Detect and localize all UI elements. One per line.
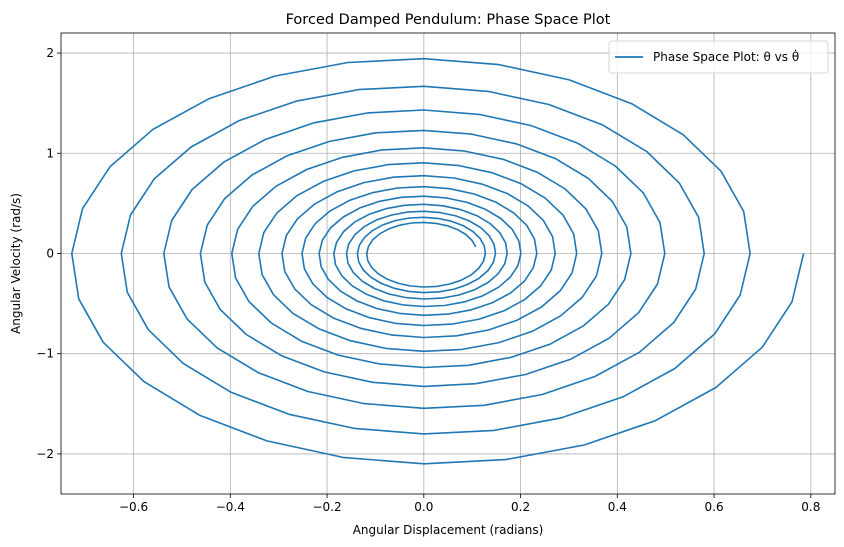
x-tick-label: −0.6 xyxy=(119,500,148,514)
grid xyxy=(61,33,835,494)
y-tick-label: −2 xyxy=(36,447,54,461)
x-tick-label: 0.8 xyxy=(801,500,820,514)
axes-frame xyxy=(60,32,836,495)
x-tick-label: 0.2 xyxy=(511,500,530,514)
chart-title: Forced Damped Pendulum: Phase Space Plot xyxy=(286,12,611,28)
plot-area xyxy=(71,57,805,465)
legend-box xyxy=(608,40,829,74)
y-tick-label: 1 xyxy=(46,146,54,160)
legend: Phase Space Plot: θ vs θ̇ xyxy=(608,40,829,74)
x-tick-label: −0.2 xyxy=(312,500,341,514)
x-tick-label: 0.0 xyxy=(414,500,433,514)
y-axis-label: Angular Velocity (rad/s) xyxy=(9,193,23,334)
legend-label: Phase Space Plot: θ vs θ̇ xyxy=(653,49,799,64)
axis-ticks: −0.6 −0.4 −0.2 0.0 0.2 0.4 0.6 0.8 −2 −1 0 1 2 xyxy=(36,46,820,514)
phase-trajectory-line xyxy=(71,57,805,465)
y-tick-label: −1 xyxy=(36,347,54,361)
x-tick-label: 0.4 xyxy=(608,500,627,514)
x-tick-label: −0.4 xyxy=(216,500,245,514)
y-tick-label: 0 xyxy=(46,246,54,260)
x-tick-label: 0.6 xyxy=(705,500,724,514)
y-tick-label: 2 xyxy=(46,46,54,60)
x-axis-label: Angular Displacement (radians) xyxy=(353,523,544,537)
